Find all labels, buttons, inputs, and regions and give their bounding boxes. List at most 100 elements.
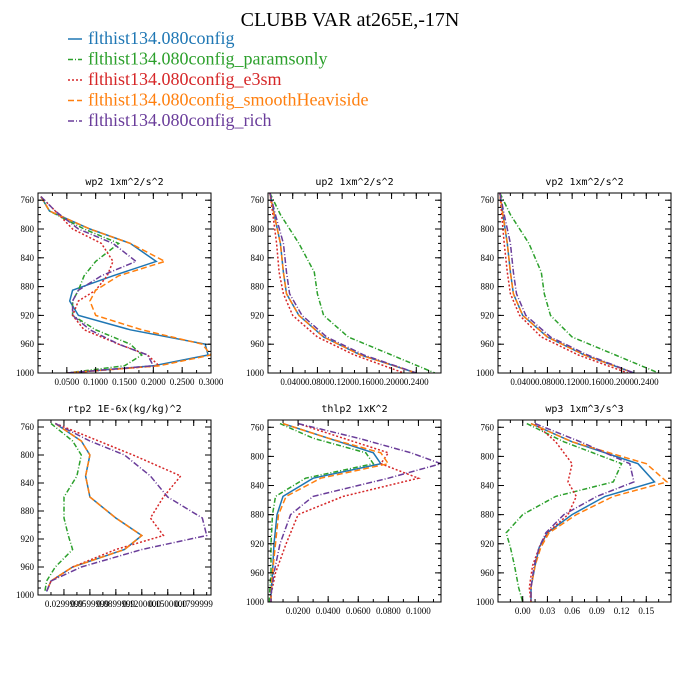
x-tick-label: 0.1500000	[149, 599, 188, 609]
panel-title: wp2 1xm^2/s^2	[85, 177, 163, 188]
x-tick-label: 0.1600	[584, 377, 609, 387]
x-tick-label: 0.0800	[305, 377, 330, 387]
series-line	[270, 422, 441, 602]
x-tick-label: 0.1600	[354, 377, 379, 387]
series-line	[499, 193, 635, 373]
x-tick-label: 0.03	[540, 606, 556, 616]
series-line	[528, 423, 578, 602]
x-tick-label: 0.0400	[510, 377, 535, 387]
series-line	[505, 422, 623, 602]
x-tick-label: 0.2400	[404, 377, 429, 387]
y-tick-label: 800	[21, 224, 35, 234]
series-line	[270, 422, 390, 602]
y-tick-label: 800	[21, 450, 35, 460]
y-tick-label: 960	[251, 339, 265, 349]
series-line	[270, 422, 421, 602]
y-tick-label: 840	[251, 481, 265, 491]
x-tick-label: 0.1200	[330, 377, 355, 387]
x-tick-label: 0.0200	[286, 606, 311, 616]
y-tick-label: 840	[21, 253, 35, 263]
series-line	[499, 193, 629, 373]
x-tick-label: 0.0800	[535, 377, 560, 387]
y-tick-label: 840	[251, 253, 265, 263]
panel-title: up2 1xm^2/s^2	[315, 177, 393, 188]
legend: flthist134.080configflthist134.080config…	[68, 28, 368, 130]
x-tick-label: 0.0600	[346, 606, 371, 616]
chart-panel: thlp2 1xK^2 0.0200 0.0400 0.0600 0.0800 0.100…	[246, 404, 442, 616]
y-tick-label: 760	[481, 422, 495, 432]
y-tick-label: 1000	[246, 597, 265, 607]
plot-frame	[37, 419, 212, 596]
series-line	[499, 193, 635, 373]
legend-label: flthist134.080config_e3sm	[88, 69, 281, 89]
y-tick-label: 1000	[16, 368, 35, 378]
series-line	[269, 193, 417, 373]
series-line	[40, 196, 211, 373]
series-line	[269, 193, 436, 373]
y-tick-label: 840	[481, 253, 495, 263]
legend-label: flthist134.080config_paramsonly	[88, 49, 327, 69]
panel-title: thlp2 1xK^2	[321, 404, 387, 415]
figure-title: CLUBB VAR at265E,-17N	[241, 9, 460, 31]
y-tick-label: 920	[481, 539, 495, 549]
series-group	[505, 422, 669, 602]
series-group	[40, 196, 211, 373]
y-tick-label: 760	[251, 195, 265, 205]
series-line	[530, 422, 635, 602]
legend-entry: flthist134.080config_rich	[68, 110, 271, 130]
series-group	[44, 422, 208, 592]
series-line	[499, 193, 635, 373]
y-tick-label: 1000	[246, 368, 265, 378]
y-tick-label: 920	[481, 310, 495, 320]
x-tick-label: 0.0500	[54, 377, 79, 387]
legend-entry: flthist134.080config_e3sm	[68, 69, 281, 89]
x-tick-label: 0.1799999	[175, 599, 214, 609]
y-tick-label: 1000	[16, 590, 35, 600]
x-tick-label: 0.09	[589, 606, 605, 616]
series-line	[40, 196, 155, 373]
series-group	[268, 422, 441, 602]
y-tick-label: 760	[251, 422, 265, 432]
x-tick-label: 0.12	[614, 606, 630, 616]
y-tick-label: 960	[21, 339, 35, 349]
legend-label: flthist134.080config_rich	[88, 110, 271, 130]
y-tick-label: 880	[481, 510, 495, 520]
y-tick-label: 880	[481, 282, 495, 292]
y-tick-label: 760	[21, 422, 35, 432]
y-tick-label: 960	[21, 562, 35, 572]
chart-panel: rtp2 1E-6x(kg/kg)^2 0.02999990.05999990.0…	[16, 404, 213, 609]
series-group	[499, 193, 659, 373]
x-tick-label: 0.1200	[560, 377, 585, 387]
panels: wp2 1xm^2/s^20.0500 0.1000 0.1500 0.2000 0.2…	[16, 177, 672, 616]
chart-panel: up2 1xm^2/s^2 0.0400 0.0800 0.1200 0.1600 0.2…	[246, 177, 442, 387]
series-line	[530, 422, 656, 602]
x-tick-label: 0.3000	[199, 377, 224, 387]
series-line	[269, 193, 417, 373]
x-tick-label: 0.2000	[141, 377, 166, 387]
y-tick-label: 840	[481, 481, 495, 491]
chart-panel: wp3 1xm^3/s^3 0.00 0.03 0.06 0.09 0.12 0.15 760…	[476, 404, 672, 616]
y-tick-label: 920	[251, 539, 265, 549]
y-tick-label: 960	[251, 568, 265, 578]
y-tick-label: 960	[481, 339, 495, 349]
x-tick-label: 0.1000	[406, 606, 431, 616]
y-tick-label: 960	[481, 568, 495, 578]
panel-title: wp3 1xm^3/s^3	[545, 404, 623, 415]
x-tick-label: 0.0400	[316, 606, 341, 616]
y-tick-label: 880	[251, 510, 265, 520]
series-group	[269, 193, 436, 373]
y-tick-label: 800	[251, 224, 265, 234]
legend-entry: flthist134.080config_smoothHeaviside	[68, 90, 368, 110]
panel-title: vp2 1xm^2/s^2	[545, 177, 623, 188]
y-tick-label: 760	[21, 195, 35, 205]
x-tick-label: 0.2000	[609, 377, 634, 387]
y-tick-label: 760	[481, 195, 495, 205]
x-tick-label: 0.0400	[280, 377, 305, 387]
y-tick-label: 880	[251, 282, 265, 292]
x-tick-label: 0.00	[515, 606, 531, 616]
legend-entry: flthist134.080config	[68, 28, 235, 48]
plot-frame	[497, 192, 672, 374]
chart-panel: vp2 1xm^2/s^2 0.0400 0.0800 0.1200 0.1600 0.2…	[476, 177, 672, 387]
